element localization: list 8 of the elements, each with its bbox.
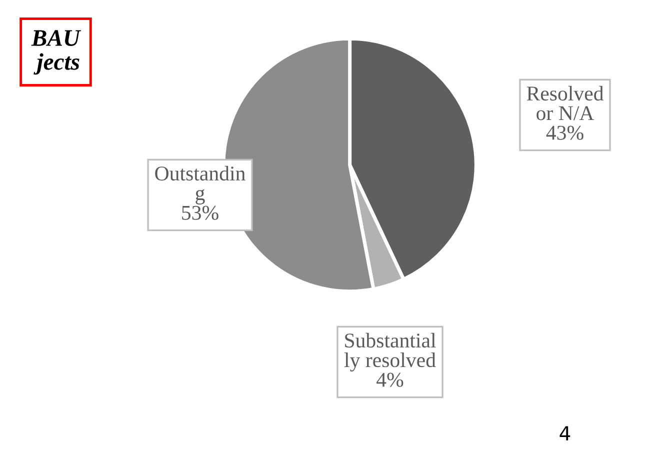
chart-title: BAU jects <box>31 30 82 75</box>
slice-label: Substantial ly resolved <box>344 332 436 372</box>
data-label: 53% <box>182 206 218 220</box>
slice-label: Outstandin g <box>155 166 246 204</box>
text: 4 <box>560 426 570 440</box>
data-label: 43% <box>546 126 584 140</box>
data-label: 4% <box>376 372 404 387</box>
slice-label: Resolved or N/A <box>526 86 604 120</box>
